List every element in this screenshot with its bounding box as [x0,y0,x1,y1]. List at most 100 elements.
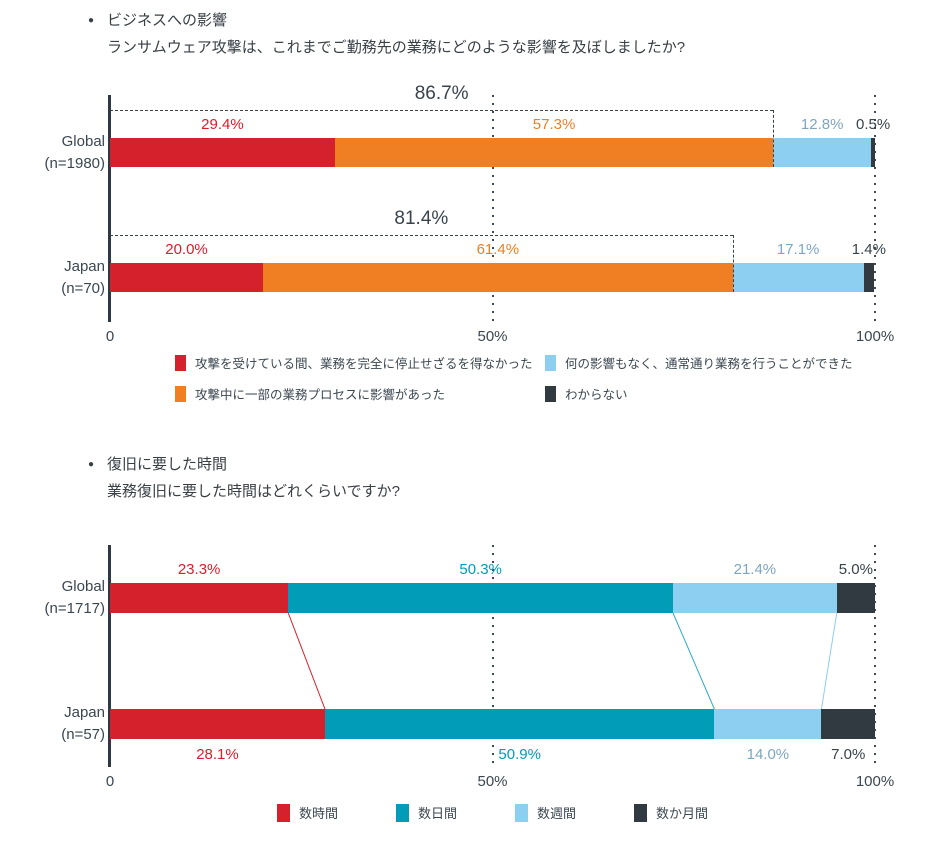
row-label-name: Global [61,133,105,150]
row-label-japan: Japan (n=57) [2,702,105,746]
value-label: 1.4% [851,241,886,258]
chart-title: ビジネスへの影響 [107,12,228,29]
bar-segment [714,709,822,739]
bar-segment [334,138,774,167]
x-tick-100: 100% [855,328,895,345]
bar-segment [110,583,289,613]
bar-segment [732,263,864,292]
value-label: 28.1% [196,746,239,763]
legend: 攻撃を受けている間、業務を完全に停止せざるを得なかった 攻撃中に一部の業務プロセ… [175,353,853,403]
legend-swatch-icon [545,385,556,402]
stacked-bar-global [110,583,875,613]
legend-label: 数か月間 [656,806,709,821]
connector-line [288,613,325,709]
row-label-name: Japan [64,258,105,275]
y-axis-line [108,545,111,767]
chart-question: 業務復旧に要した時間はどれくらいですか? [107,483,400,500]
legend-label: 数時間 [298,806,338,821]
x-axis-ticks: 0 50% 100% [106,328,894,348]
value-label: 23.3% [177,561,221,578]
value-label: 61.4% [476,241,520,258]
legend: 数時間 数日間 数週間 数か月間 [110,803,875,822]
row-label-n: (n=1717) [44,600,105,617]
chart-header: ● ビジネスへの影響 ランサムウェア攻撃は、これまでご勤務先の業務にどのような影… [88,8,685,61]
chart-title: 復旧に要した時間 [107,456,228,473]
value-label: 12.8% [800,116,844,133]
row-label-n: (n=70) [61,280,105,297]
legend-swatch-icon [276,803,290,822]
segment-connector-lines [110,613,875,709]
legend-item: わからない [545,384,853,403]
bar-segment [110,138,335,167]
legend-label: 攻撃を受けている間、業務を完全に停止せざるを得なかった [195,357,533,371]
legend-swatch-icon [515,803,528,822]
legend-label: 数日間 [417,806,457,821]
legend-label: 攻撃中に一部の業務プロセスに影響があった [195,388,446,402]
chart-header-text: 復旧に要した時間 業務復旧に要した時間はどれくらいですか? [107,452,400,505]
bar-segment [673,583,837,613]
bullet-icon: ● [88,15,95,26]
stacked-bar-japan [110,709,875,739]
value-label: 50.9% [498,746,541,763]
value-label: 57.3% [532,116,576,133]
bracket-total-label: 86.7% [414,83,469,104]
legend-item: 数時間 [276,803,338,822]
y-axis-line [108,95,111,322]
x-axis-ticks: 0 50% 100% [106,773,894,793]
legend-swatch-icon [175,354,186,371]
legend-item: 数日間 [395,803,457,822]
bar-segment [324,709,715,739]
value-label: 7.0% [831,746,866,763]
legend-swatch-icon [634,803,648,822]
x-tick-0: 0 [105,328,115,345]
bar-segment [288,583,674,613]
bar-segment [110,263,263,292]
chart-header: ● 復旧に要した時間 業務復旧に要した時間はどれくらいですか? [88,452,400,505]
legend-item: 数か月間 [634,803,708,822]
value-label: 20.0% [165,241,208,258]
legend-item: 何の影響もなく、通常通り業務を行うことができた [545,353,853,372]
bullet-icon: ● [88,459,95,470]
chart-question: ランサムウェア攻撃は、これまでご勤務先の業務にどのような影響を及ぼしましたか? [107,39,686,56]
bar-segment [836,583,875,613]
legend-item: 攻撃中に一部の業務プロセスに影響があった [175,384,545,403]
bracket-line-horizontal [110,235,733,236]
gridline-100 [874,545,876,767]
bracket-line-horizontal [110,110,774,111]
legend-item: 数週間 [515,803,576,822]
x-tick-50: 50% [477,328,508,345]
row-label-global: Global (n=1717) [2,576,105,620]
x-tick-50: 50% [477,773,508,790]
bracket-total-label: 81.4% [394,208,449,229]
value-label: 17.1% [776,241,820,258]
legend-item: 攻撃を受けている間、業務を完全に停止せざるを得なかった [175,353,545,372]
connector-line [673,613,714,709]
bar-segment [773,138,872,167]
legend-swatch-icon [395,803,409,822]
bracket-line-vertical [773,110,775,167]
bar-segment [263,263,733,292]
bar-segment [863,263,875,292]
gridline-50 [491,545,494,767]
legend-label: わからない [565,388,628,402]
row-label-name: Japan [64,704,105,721]
row-label-n: (n=57) [61,726,105,743]
gridline-50 [491,95,494,322]
stacked-bar-japan [110,263,875,292]
row-label-n: (n=1980) [44,155,105,172]
row-label-global: Global (n=1980) [2,131,105,175]
legend-label: 何の影響もなく、通常通り業務を行うことができた [565,357,853,371]
bar-segment [821,709,875,739]
x-tick-100: 100% [855,773,895,790]
legend-label: 数週間 [537,806,577,821]
value-label: 5.0% [838,561,873,578]
value-label: 50.3% [459,561,502,578]
plot-area: 0 50% 100% 29.4% 57.3% 12.8% 0.5% 86.7% 20.0%… [106,83,894,345]
value-label: 0.5% [855,116,891,133]
value-label: 21.4% [733,561,777,578]
chart-header-text: ビジネスへの影響 ランサムウェア攻撃は、これまでご勤務先の業務にどのような影響を… [107,8,685,61]
row-label-japan: Japan (n=70) [2,256,105,300]
value-label: 29.4% [201,116,244,133]
x-tick-0: 0 [105,773,115,790]
